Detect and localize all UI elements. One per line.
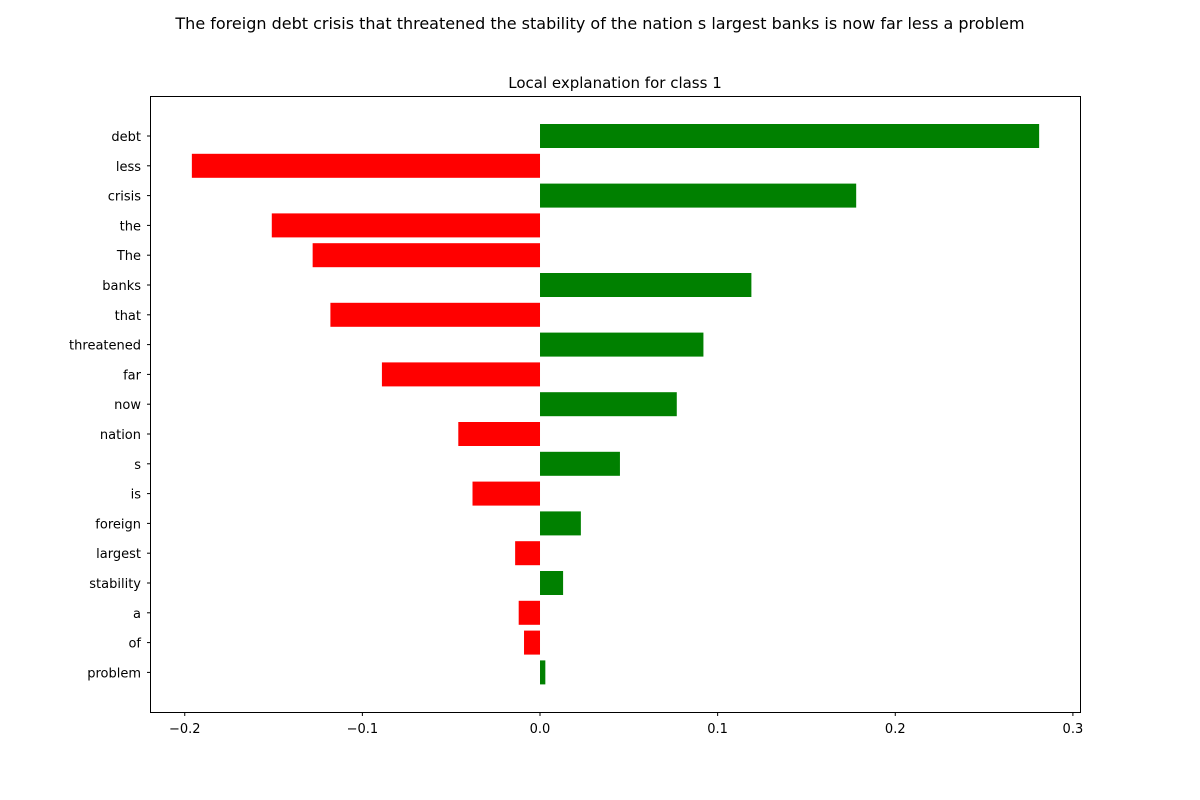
y-tick-label: nation	[100, 428, 141, 443]
chart-suptitle: The foreign debt crisis that threatened …	[174, 14, 1024, 33]
bar-a	[518, 600, 541, 625]
bar-largest	[515, 541, 541, 566]
y-tick-label: stability	[89, 577, 141, 592]
y-tick-label: debt	[111, 130, 141, 145]
bar-nation	[458, 422, 541, 446]
y-tick-labels: debt less crisis the The banks that threatened f…	[69, 130, 151, 681]
y-tick-label: is	[131, 488, 142, 503]
y-tick-label: largest	[96, 547, 141, 562]
y-tick-label: threatened	[69, 339, 141, 354]
bar-threatened	[540, 332, 704, 357]
bar-is	[472, 481, 541, 506]
bar-stability	[540, 571, 564, 595]
y-tick-label: less	[116, 160, 141, 175]
bar-foreign	[540, 511, 581, 536]
y-tick-label: crisis	[108, 190, 141, 205]
x-tick-label: 0.1	[707, 722, 728, 737]
bar-s	[540, 451, 620, 476]
bar-crisis	[540, 183, 857, 208]
x-tick-label: 0.0	[530, 722, 551, 737]
y-tick-label: far	[123, 368, 142, 383]
y-tick-label: banks	[102, 279, 141, 294]
y-tick-label: a	[133, 607, 141, 622]
bar-debt	[540, 124, 1040, 148]
bar-far	[381, 362, 541, 387]
bar-banks	[540, 273, 752, 297]
bar-now	[540, 392, 677, 417]
plot-frame	[150, 96, 1081, 713]
y-tick-label: of	[128, 637, 141, 652]
bar-that	[330, 302, 541, 327]
y-tick-label: problem	[87, 666, 141, 681]
bars	[191, 124, 1040, 685]
bar-the	[271, 213, 541, 238]
x-tick-label: −0.1	[347, 722, 379, 737]
chart-title: Local explanation for class 1	[508, 74, 722, 92]
y-tick-label: foreign	[95, 517, 141, 532]
y-tick-label: the	[120, 219, 141, 234]
x-tick-label: −0.2	[169, 722, 201, 737]
y-tick-label: now	[114, 398, 141, 413]
bar-less	[191, 153, 541, 178]
bar-The	[312, 243, 541, 268]
y-tick-label: The	[116, 249, 141, 264]
x-tick-label: 0.3	[1063, 722, 1084, 737]
y-tick-label: s	[134, 458, 141, 473]
bar-problem	[540, 660, 546, 685]
x-tick-label: 0.2	[885, 722, 906, 737]
y-tick-label: that	[115, 309, 141, 324]
bar-of	[524, 630, 541, 655]
x-ticks: −0.2 −0.1 0.0 0.1 0.2 0.3	[169, 712, 1083, 737]
